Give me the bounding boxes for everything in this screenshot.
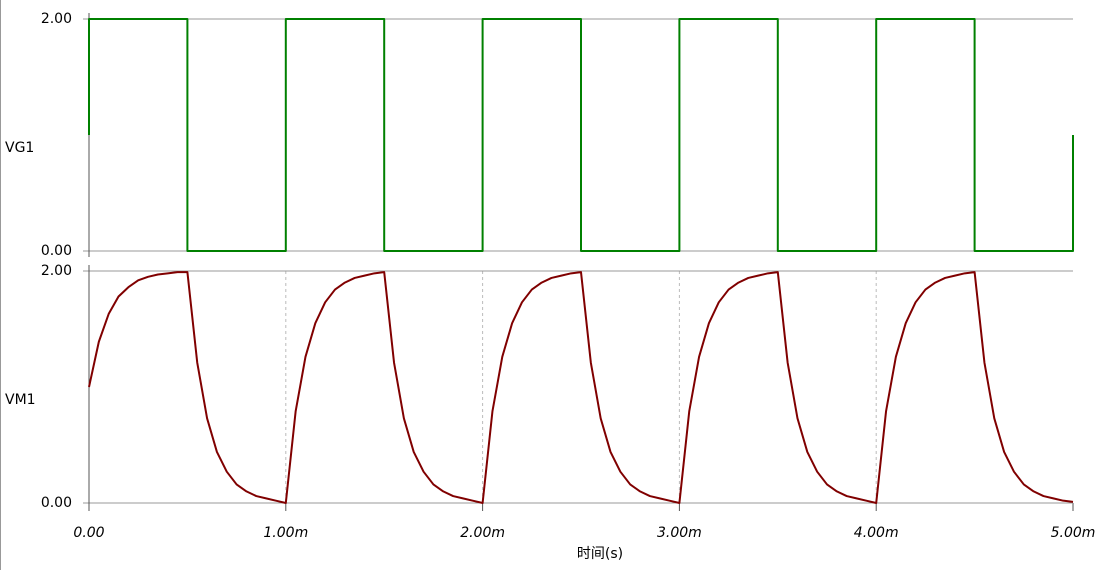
x-axis-label: 时间(s): [577, 546, 623, 562]
x-tick-label: 5.00m: [1051, 525, 1096, 541]
y-tick-label: 2.00: [41, 263, 72, 279]
y-tick-label: 0.00: [41, 243, 72, 259]
x-tick-label: 4.00m: [854, 525, 899, 541]
x-tick-label: 2.00m: [460, 525, 505, 541]
x-tick-label: 3.00m: [657, 525, 702, 541]
x-tick-label: 1.00m: [263, 525, 308, 541]
series-label: VM1: [5, 392, 36, 408]
y-tick-label: 0.00: [41, 495, 72, 511]
series-label: VG1: [5, 140, 34, 156]
series-line: [88, 271, 1074, 504]
y-tick-label: 2.00: [41, 11, 72, 27]
series-line: [88, 18, 1074, 252]
x-tick-label: 0.00: [73, 525, 104, 541]
